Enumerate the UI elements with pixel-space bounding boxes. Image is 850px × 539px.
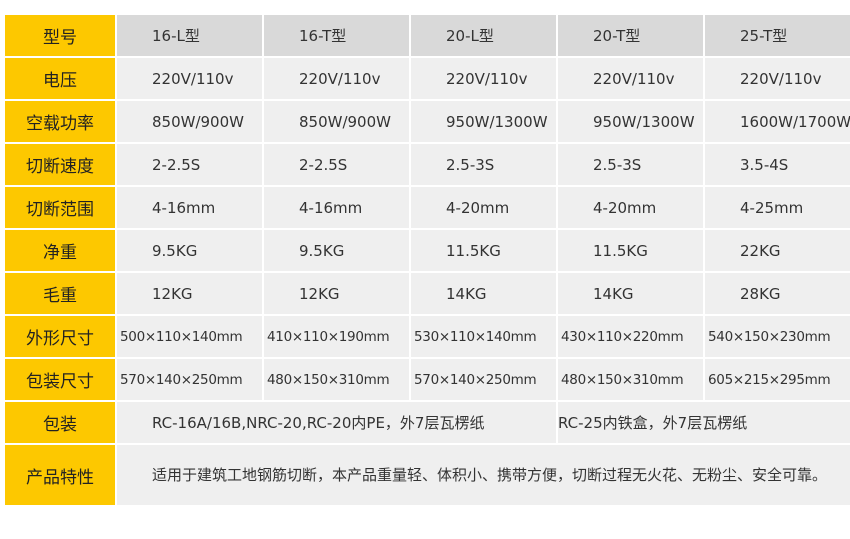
spec-value: 11.5KG bbox=[556, 228, 705, 273]
spec-row: 切断速度 2-2.5S 2-2.5S 2.5-3S 2.5-3S 3.5-4S bbox=[3, 142, 850, 187]
spec-value: 480×150×310mm bbox=[556, 357, 705, 402]
spec-value: 950W/1300W bbox=[409, 99, 558, 144]
spec-value: 9.5KG bbox=[262, 228, 411, 273]
row-label: 切断范围 bbox=[3, 185, 117, 230]
spec-value: 1600W/1700W bbox=[703, 99, 850, 144]
row-label: 毛重 bbox=[3, 271, 117, 316]
row-label: 型号 bbox=[3, 13, 117, 58]
spec-value: 530×110×140mm bbox=[409, 314, 558, 359]
header-row: 型号 16-L型 16-T型 20-L型 20-T型 25-T型 bbox=[3, 13, 850, 58]
spec-value: 220V/110v bbox=[703, 56, 850, 101]
row-label: 电压 bbox=[3, 56, 117, 101]
spec-value: 12KG bbox=[262, 271, 411, 316]
spec-value: 850W/900W bbox=[115, 99, 264, 144]
spec-value: 14KG bbox=[556, 271, 705, 316]
spec-value: 2.5-3S bbox=[409, 142, 558, 187]
spec-row: 毛重 12KG 12KG 14KG 14KG 28KG bbox=[3, 271, 850, 316]
model-cell: 16-T型 bbox=[262, 13, 411, 58]
spec-value: 570×140×250mm bbox=[115, 357, 264, 402]
model-cell: 16-L型 bbox=[115, 13, 264, 58]
spec-value: 12KG bbox=[115, 271, 264, 316]
row-label: 包装尺寸 bbox=[3, 357, 117, 402]
spec-value: 480×150×310mm bbox=[262, 357, 411, 402]
spec-value: 4-20mm bbox=[556, 185, 705, 230]
spec-value: 220V/110v bbox=[409, 56, 558, 101]
spec-value: 11.5KG bbox=[409, 228, 558, 273]
spec-value: 28KG bbox=[703, 271, 850, 316]
spec-value: 4-25mm bbox=[703, 185, 850, 230]
spec-value: 540×150×230mm bbox=[703, 314, 850, 359]
spec-row: 外形尺寸 500×110×140mm 410×110×190mm 530×110×14… bbox=[3, 314, 850, 359]
spec-row: 包装尺寸 570×140×250mm 480×150×310mm 570×140×25… bbox=[3, 357, 850, 402]
spec-row: 切断范围 4-16mm 4-16mm 4-20mm 4-20mm 4-25mm bbox=[3, 185, 850, 230]
spec-value: 410×110×190mm bbox=[262, 314, 411, 359]
spec-value: 2-2.5S bbox=[115, 142, 264, 187]
spec-value: 430×110×220mm bbox=[556, 314, 705, 359]
spec-value: 9.5KG bbox=[115, 228, 264, 273]
model-cell: 20-T型 bbox=[556, 13, 705, 58]
spec-value: 220V/110v bbox=[115, 56, 264, 101]
spec-value: 950W/1300W bbox=[556, 99, 705, 144]
spec-value: 570×140×250mm bbox=[409, 357, 558, 402]
spec-value: 2.5-3S bbox=[556, 142, 705, 187]
row-label: 净重 bbox=[3, 228, 117, 273]
spec-value: 4-16mm bbox=[115, 185, 264, 230]
packaging-row: 包装 RC-16A/16B,NRC-20,RC-20内PE，外7层瓦楞纸 RC-… bbox=[3, 400, 850, 445]
spec-value: 14KG bbox=[409, 271, 558, 316]
spec-value: 500×110×140mm bbox=[115, 314, 264, 359]
packaging-left: RC-16A/16B,NRC-20,RC-20内PE，外7层瓦楞纸 bbox=[115, 400, 558, 445]
spec-value: 605×215×295mm bbox=[703, 357, 850, 402]
spec-row: 电压 220V/110v 220V/110v 220V/110v 220V/110v 22… bbox=[3, 56, 850, 101]
model-cell: 25-T型 bbox=[703, 13, 850, 58]
spec-value: 850W/900W bbox=[262, 99, 411, 144]
spec-row: 净重 9.5KG 9.5KG 11.5KG 11.5KG 22KG bbox=[3, 228, 850, 273]
spec-value: 22KG bbox=[703, 228, 850, 273]
features-row: 产品特性 适用于建筑工地钢筋切断，本产品重量轻、体积小、携带方便，切断过程无火花… bbox=[3, 443, 850, 507]
spec-value: 3.5-4S bbox=[703, 142, 850, 187]
row-label: 外形尺寸 bbox=[3, 314, 117, 359]
spec-table: 型号 16-L型 16-T型 20-L型 20-T型 25-T型 电压 220V/… bbox=[3, 13, 850, 507]
spec-value: 2-2.5S bbox=[262, 142, 411, 187]
spec-value: 220V/110v bbox=[556, 56, 705, 101]
features-text: 适用于建筑工地钢筋切断，本产品重量轻、体积小、携带方便，切断过程无火花、无粉尘、… bbox=[115, 443, 850, 507]
spec-value: 4-16mm bbox=[262, 185, 411, 230]
row-label: 空载功率 bbox=[3, 99, 117, 144]
row-label: 产品特性 bbox=[3, 443, 117, 507]
spec-value: 4-20mm bbox=[409, 185, 558, 230]
row-label: 切断速度 bbox=[3, 142, 117, 187]
spec-row: 空载功率 850W/900W 850W/900W 950W/1300W 950W/130… bbox=[3, 99, 850, 144]
row-label: 包装 bbox=[3, 400, 117, 445]
model-cell: 20-L型 bbox=[409, 13, 558, 58]
packaging-right: RC-25内铁盒，外7层瓦楞纸 bbox=[556, 400, 850, 445]
spec-value: 220V/110v bbox=[262, 56, 411, 101]
